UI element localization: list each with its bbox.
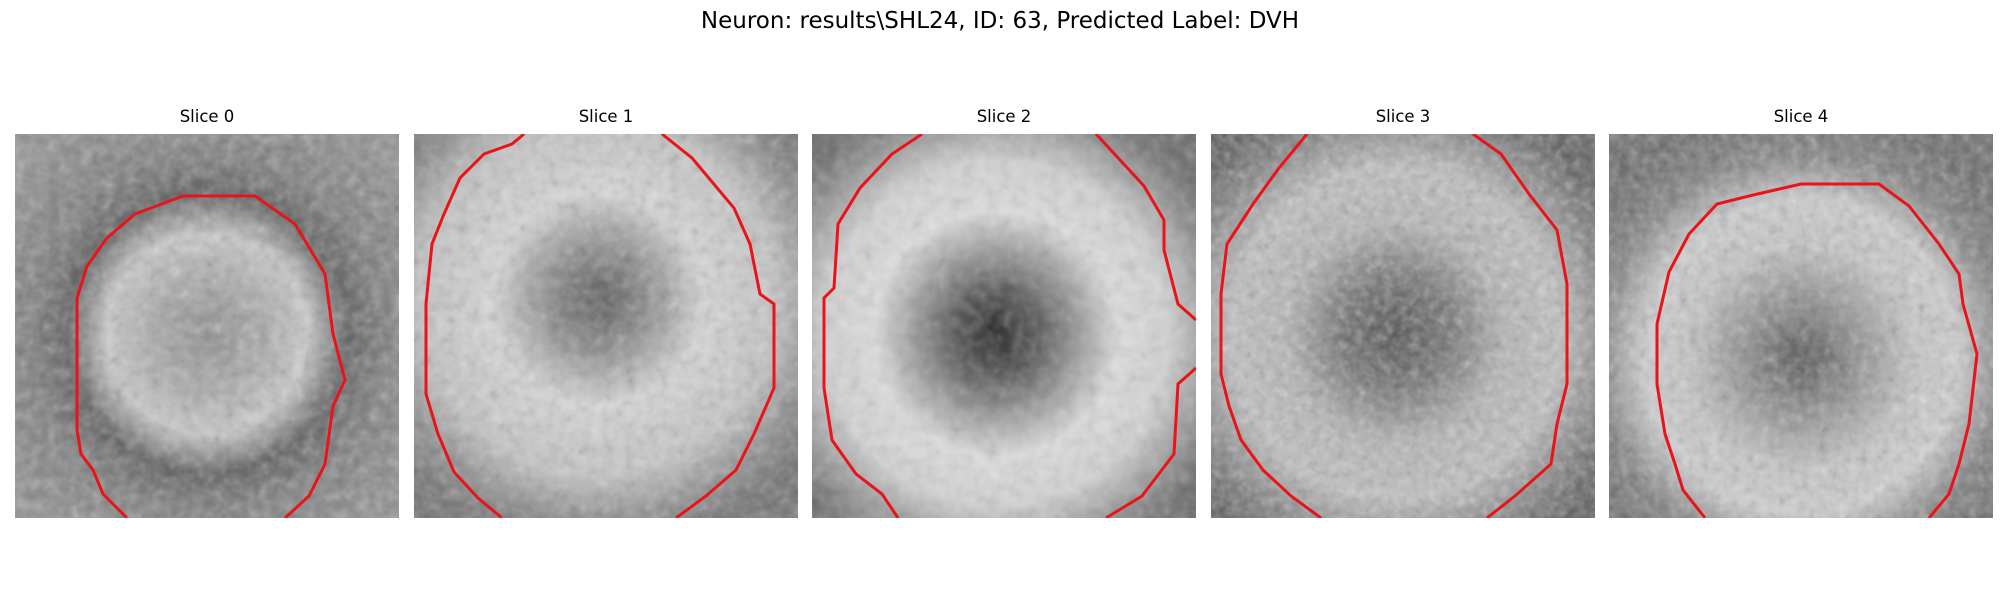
slice-image-2 [812, 134, 1196, 518]
slice-panel-1: Slice 1 [414, 104, 798, 518]
contour-3b [1472, 134, 1569, 518]
slice-title-4: Slice 4 [1773, 107, 1829, 126]
slice-image-1 [414, 134, 798, 518]
contour-2 [822, 134, 923, 518]
figure-title: Neuron: results\SHL24, ID: 63, Predicted… [700, 8, 1300, 34]
contour-1 [424, 134, 525, 518]
slice-title-3: Slice 3 [1375, 107, 1431, 126]
contour-0 [75, 194, 347, 518]
slice-image-0 [15, 134, 399, 518]
slice-panel-0: Slice 0 [15, 104, 399, 518]
contour-2b [1094, 134, 1196, 518]
slice-title-1: Slice 1 [578, 107, 634, 126]
slice-panel-4: Slice 4 [1609, 104, 1993, 518]
slice-title-0: Slice 0 [179, 107, 235, 126]
slice-image-4 [1609, 134, 1993, 518]
slice-title-2: Slice 2 [976, 107, 1032, 126]
contour-4 [1655, 182, 1979, 518]
contour-3 [1219, 134, 1322, 518]
slice-image-3 [1211, 134, 1595, 518]
slice-panel-3: Slice 3 [1211, 104, 1595, 518]
slice-panel-2: Slice 2 [812, 104, 1196, 518]
contour-1b [661, 134, 776, 518]
